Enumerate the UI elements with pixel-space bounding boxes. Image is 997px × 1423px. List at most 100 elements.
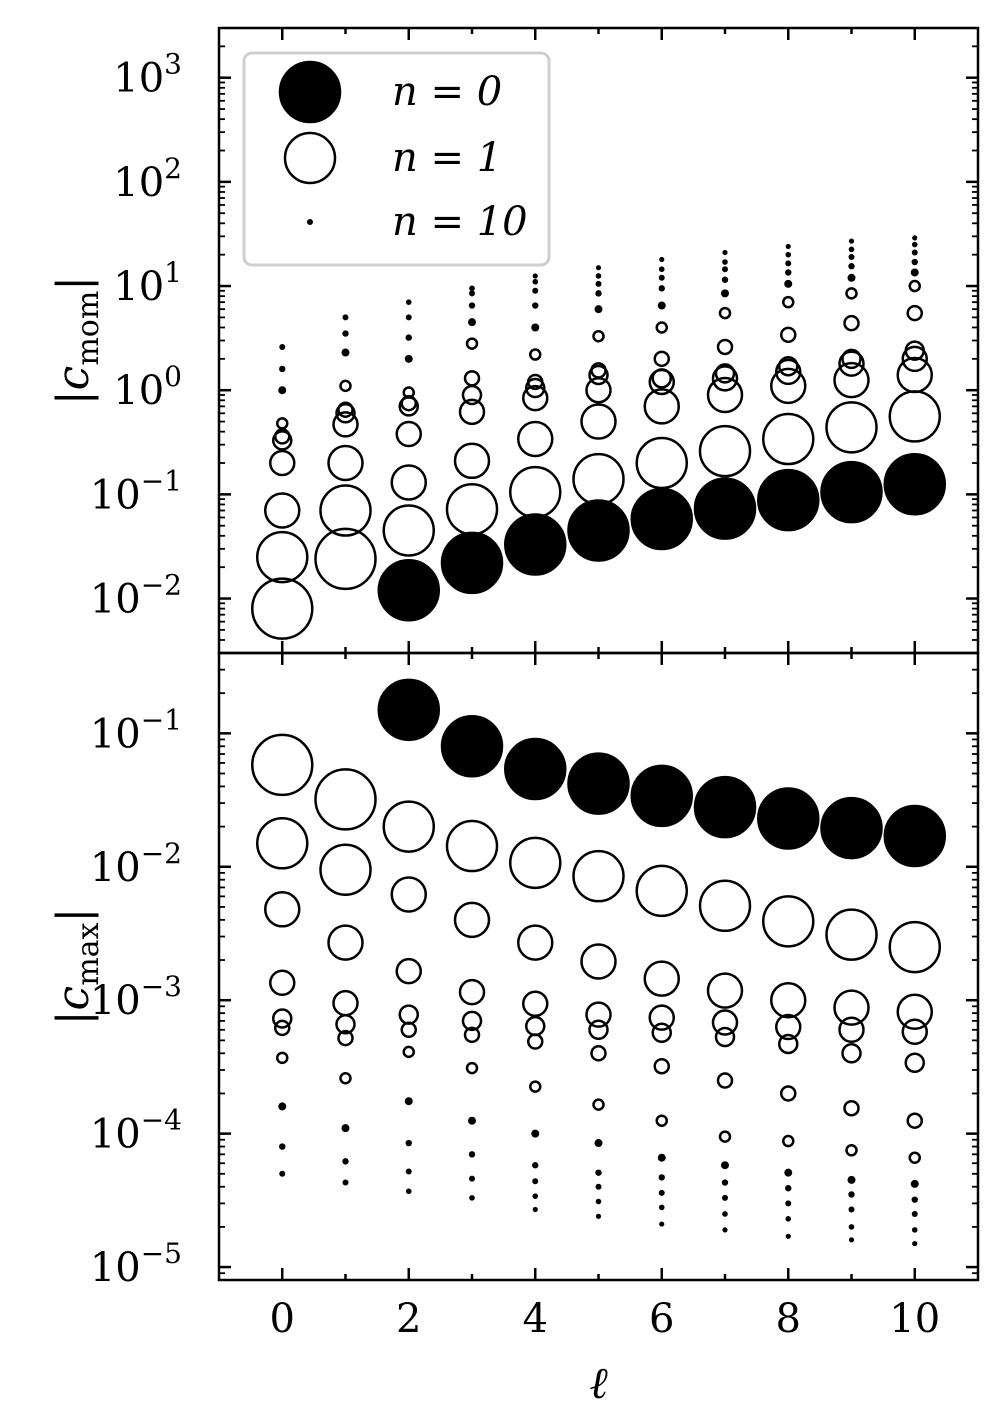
bottom-data-point (339, 1072, 352, 1085)
top-ytick-label: 103 (113, 48, 182, 102)
bottom-data-point (580, 943, 617, 980)
bottom-data-point (461, 1010, 483, 1032)
bottom-data-point (279, 1170, 286, 1177)
bottom-data-point (468, 1116, 476, 1125)
top-data-point (335, 403, 356, 424)
top-data-point (405, 299, 412, 305)
bottom-data-point (833, 989, 870, 1026)
bottom-data-point (398, 1004, 419, 1025)
bottom-data-point (595, 1183, 602, 1190)
bottom-data-point (785, 1200, 792, 1207)
top-data-point (785, 251, 792, 258)
top-data-point (532, 302, 539, 309)
bottom-data-point (643, 960, 680, 997)
top-data-point (527, 373, 544, 391)
top-ytick-label: 10−2 (90, 569, 182, 623)
top-data-point (651, 368, 672, 389)
top-data-point (390, 464, 427, 501)
top-data-point (572, 452, 625, 506)
bottom-data-point (635, 864, 688, 918)
top-data-point (532, 278, 539, 285)
bottom-data-point (659, 1221, 665, 1227)
top-panel: 10−2 10−1 100 101 102 103 |cmom| (48, 26, 980, 655)
top-data-point (341, 348, 350, 357)
bottom-data-point (770, 981, 807, 1019)
top-ytick-label: 102 (113, 152, 182, 206)
top-data-point (504, 513, 567, 576)
top-data-point (590, 362, 607, 379)
bottom-data-point (843, 1099, 860, 1117)
bottom-data-point (698, 879, 752, 933)
top-data-point (845, 287, 858, 300)
bottom-data-point (784, 1168, 793, 1177)
top-data-point (445, 482, 499, 536)
bottom-data-point (653, 1057, 670, 1075)
bottom-data-point (405, 1139, 412, 1147)
bottom-ytick-label: 10−4 (90, 1104, 182, 1158)
bottom-data-point (762, 895, 815, 948)
bottom-data-point (906, 1112, 923, 1129)
bottom-data-point (820, 796, 883, 860)
bottom-data-point (342, 1179, 349, 1186)
bottom-data-point (780, 1085, 797, 1102)
top-data-point (778, 355, 799, 377)
bottom-data-point (845, 1144, 858, 1157)
top-data-point (319, 484, 372, 537)
bottom-ytick-label: 10−1 (90, 703, 182, 757)
bottom-data-point (531, 1129, 540, 1138)
top-data-point (468, 318, 476, 327)
bottom-data-point (468, 1151, 476, 1158)
top-data-point (833, 361, 870, 399)
top-data-point (848, 253, 855, 260)
top-data-point (595, 290, 602, 297)
bottom-data-point (463, 1026, 481, 1044)
bottom-data-point (590, 1045, 607, 1062)
bottom-data-point (509, 836, 562, 890)
top-data-point (580, 403, 617, 440)
top-data-point (643, 388, 680, 425)
top-data-point (279, 365, 286, 373)
bottom-data-point (327, 924, 364, 961)
top-data-point (405, 314, 412, 321)
top-data-point (722, 259, 728, 265)
bottom-data-point (785, 1216, 792, 1222)
top-data-point (463, 370, 481, 387)
top-data-point (658, 274, 665, 281)
top-data-point (711, 365, 739, 392)
top-data-point (883, 453, 946, 516)
xtick-label: 4 (523, 1296, 548, 1342)
legend-marker-dot (307, 219, 313, 225)
bottom-panel: 10−5 10−4 10−3 10−2 10−1 |cmax| 0 2 4 6 8 10 ℓ (48, 651, 980, 1409)
bottom-data-point (440, 715, 504, 778)
bottom-data-point (825, 908, 878, 961)
top-data-point (337, 401, 354, 418)
top-data-point (911, 241, 918, 248)
top-data-point (825, 401, 878, 454)
bottom-data-point (592, 1098, 605, 1111)
top-data-point (706, 376, 744, 414)
top-data-point (820, 460, 883, 524)
bottom-data-point (706, 972, 744, 1009)
bottom-ytick-label: 10−2 (90, 837, 182, 891)
top-data-point (757, 468, 820, 532)
top-data-point (888, 390, 941, 443)
bottom-data-point (657, 1153, 666, 1162)
bottom-data-point (718, 1130, 732, 1143)
bottom-data-point (400, 1021, 417, 1039)
bottom-data-point (722, 1194, 728, 1201)
top-data-point (469, 290, 475, 297)
top-data-point (595, 280, 602, 287)
top-data-point (251, 577, 314, 640)
xtick-label: 0 (270, 1296, 295, 1342)
top-data-point (693, 477, 757, 540)
top-data-point (782, 295, 795, 309)
top-data-point (342, 314, 349, 321)
bottom-data-point (256, 817, 309, 870)
bottom-data-point (314, 768, 377, 831)
legend: n = 0 n = 1 n = 10 (242, 51, 551, 267)
top-data-point (780, 326, 797, 344)
top-data-point (465, 337, 479, 350)
top-data-point (532, 273, 538, 279)
bottom-data-point (517, 924, 554, 961)
top-data-point (272, 430, 293, 451)
